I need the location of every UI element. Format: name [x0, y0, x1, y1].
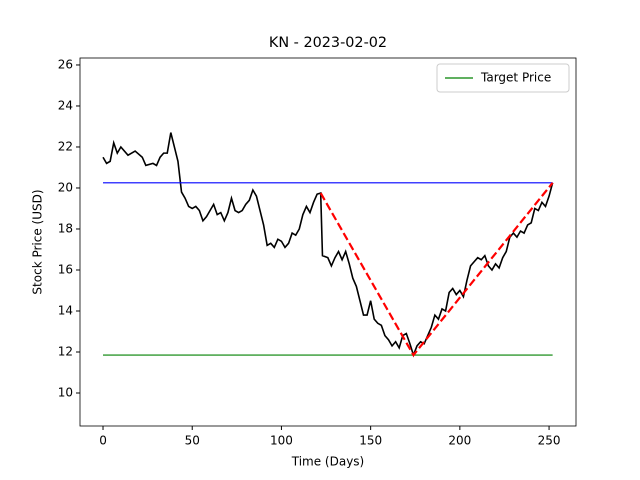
x-tick-label: 200 [448, 434, 471, 448]
plot-frame [79, 57, 577, 427]
legend-box [436, 63, 570, 93]
legend-label: Target Price [480, 71, 551, 85]
chart-title: KN - 2023-02-02 [269, 35, 387, 51]
y-tick-label: 22 [58, 139, 73, 153]
x-tick-label: 150 [359, 434, 382, 448]
y-tick-label: 16 [58, 262, 73, 276]
series-line [102, 132, 554, 358]
x-tick-label: 250 [538, 434, 561, 448]
y-tick-label: 14 [58, 303, 73, 317]
series-line [319, 182, 554, 358]
y-tick-label: 26 [58, 57, 73, 71]
x-tick-label: 50 [185, 434, 200, 448]
x-tick-label: 100 [270, 434, 293, 448]
y-axis-label: Stock Price (USD) [31, 189, 45, 294]
y-tick-label: 20 [58, 180, 73, 194]
x-axis-label: Time (Days) [291, 455, 365, 469]
y-tick-label: 10 [58, 385, 73, 399]
y-tick-label: 12 [58, 344, 73, 358]
x-tick-label: 0 [99, 434, 107, 448]
y-tick-label: 18 [58, 221, 73, 235]
y-tick-label: 24 [58, 98, 73, 112]
